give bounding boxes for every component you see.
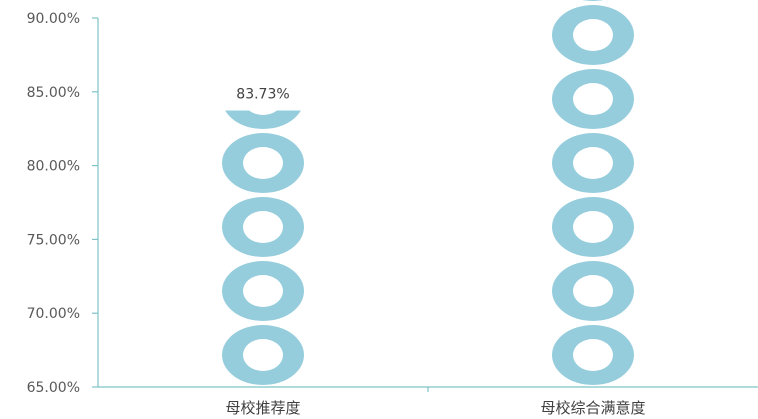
bar-ring — [222, 325, 304, 385]
bar-ring — [225, 110, 301, 129]
bar-ring — [222, 197, 304, 257]
labels: 83.73%母校推荐度95.64%母校综合满意度 — [225, 87, 645, 417]
axes — [97, 18, 758, 388]
bar-ring — [222, 261, 304, 321]
y-tick-label: 90.00% — [27, 11, 80, 27]
bar-ring — [552, 197, 634, 257]
bar-ring — [552, 5, 634, 65]
data-label-1: 83.73% — [236, 87, 289, 103]
y-tick-label: 85.00% — [27, 85, 80, 101]
bars — [222, 0, 634, 385]
category-label-2: 母校综合满意度 — [540, 399, 645, 417]
bar-ring — [552, 261, 634, 321]
bar-2 — [552, 0, 634, 385]
bar-ring — [582, 0, 604, 1]
bar-1 — [222, 5, 304, 385]
y-axis-ticks: 65.00% 70.00% 75.00% 80.00% 85.00% 90.00% — [27, 11, 429, 396]
bar-ring — [552, 69, 634, 129]
bar-ring — [222, 5, 304, 65]
bar-ring — [222, 133, 304, 193]
y-tick-label: 80.00% — [27, 159, 80, 175]
y-tick-label: 75.00% — [27, 232, 80, 248]
category-label-1: 母校推荐度 — [225, 399, 300, 417]
bar-ring — [552, 133, 634, 193]
bar-ring — [552, 325, 634, 385]
y-tick-label: 65.00% — [27, 380, 80, 396]
y-tick-label: 70.00% — [27, 306, 80, 322]
